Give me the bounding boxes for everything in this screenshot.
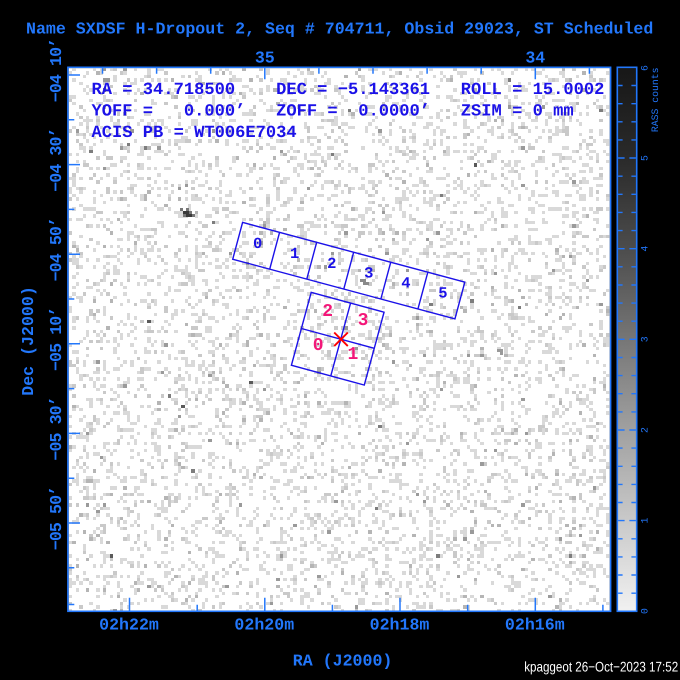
svg-text:4: 4 (401, 275, 410, 293)
svg-text:02h20m: 02h20m (234, 616, 294, 635)
svg-text:02h18m: 02h18m (370, 616, 430, 635)
svg-text:RA = 34.718500 DEC = −5.143: RA = 34.718500 DEC = −5.143361 ROLL = 15… (92, 81, 605, 100)
svg-text:0: 0 (313, 336, 324, 356)
svg-text:1: 1 (639, 518, 650, 524)
svg-text:6: 6 (639, 65, 650, 71)
svg-text:kpaggeot 26−Oct−2023 17:52: kpaggeot 26−Oct−2023 17:52 (524, 659, 678, 675)
svg-text:02h22m: 02h22m (99, 616, 159, 635)
svg-text:3: 3 (639, 336, 650, 342)
svg-text:−04 50’: −04 50’ (47, 218, 66, 281)
svg-text:0: 0 (253, 235, 262, 253)
svg-text:34: 34 (525, 48, 545, 67)
svg-text:RASS counts: RASS counts (650, 67, 661, 132)
svg-text:−04 10’: −04 10’ (47, 39, 66, 102)
svg-text:−05 10’: −05 10’ (47, 308, 66, 371)
svg-text:1: 1 (290, 245, 299, 263)
svg-text:4: 4 (639, 246, 650, 252)
svg-text:2: 2 (327, 255, 336, 273)
svg-text:3: 3 (364, 265, 373, 283)
svg-text:0: 0 (639, 608, 650, 614)
svg-text:2: 2 (639, 427, 650, 433)
svg-text:02h16m: 02h16m (505, 616, 565, 635)
svg-text:1: 1 (347, 345, 358, 365)
svg-text:5: 5 (438, 285, 447, 303)
svg-text:5: 5 (639, 155, 650, 161)
svg-text:2: 2 (322, 302, 333, 322)
svg-text:Dec (J2000): Dec (J2000) (19, 286, 38, 396)
svg-text:RA (J2000): RA (J2000) (293, 651, 393, 670)
svg-text:−04 30’: −04 30’ (47, 128, 66, 191)
svg-text:35: 35 (255, 48, 275, 67)
svg-text:Name SXDSF H-Dropout 2, Seq #: Name SXDSF H-Dropout 2, Seq # 704711, Ob… (26, 20, 653, 39)
svg-text:−05 30’: −05 30’ (47, 397, 66, 460)
svg-text:3: 3 (358, 311, 369, 331)
svg-text:−05 50’: −05 50’ (47, 487, 66, 550)
svg-text:ACIS PB = WT006E7034: ACIS PB = WT006E7034 (92, 124, 297, 143)
svg-text:YOFF = 0.000’ ZOFF = 0.00: YOFF = 0.000’ ZOFF = 0.0000’ ZSIM = 0 mm (92, 103, 574, 122)
